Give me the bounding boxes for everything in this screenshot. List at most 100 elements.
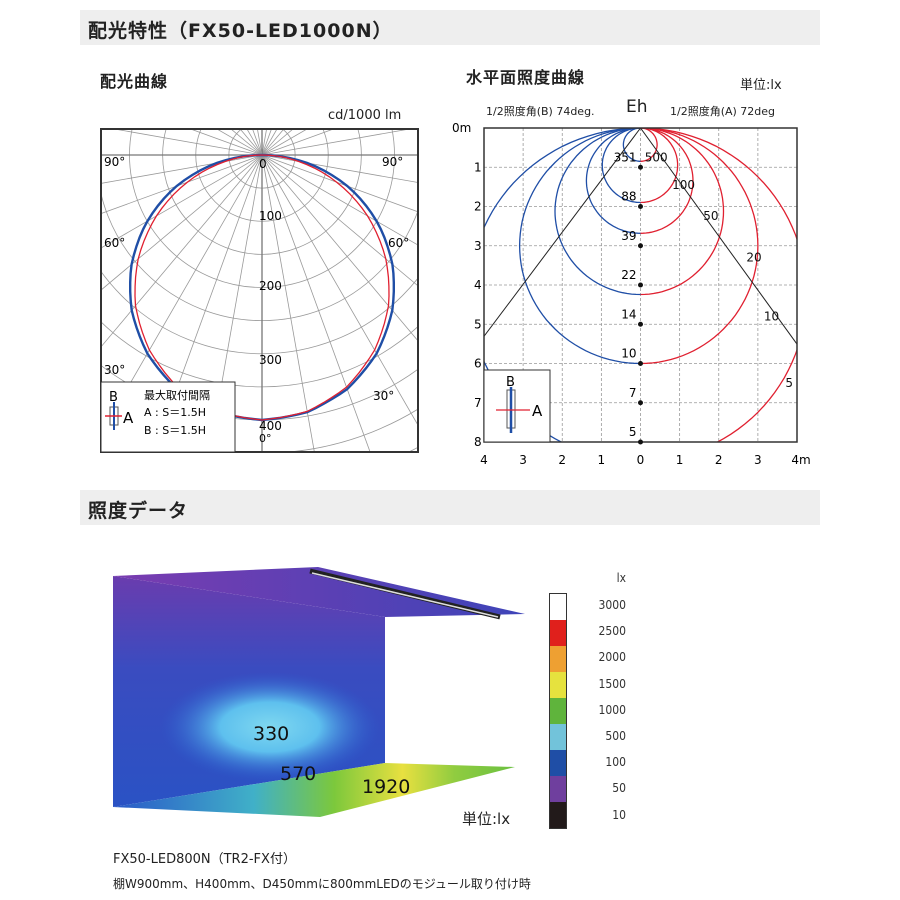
polar-grid-radial <box>100 154 263 184</box>
axis-point <box>638 204 643 209</box>
shelf-illuminance-render: 330 570 1920 <box>113 567 525 817</box>
scale-label: 100 <box>605 755 626 770</box>
caption-model: FX50-LED800N（TR2-FX付） <box>113 852 296 867</box>
polar-grid-radial <box>261 154 418 342</box>
radial-label: 400 <box>259 419 282 433</box>
contour-label: 100 <box>672 178 695 192</box>
half-angle-line-b <box>484 128 641 338</box>
scale-label: 50 <box>612 781 626 796</box>
scale-swatch <box>550 646 566 672</box>
angle-label: 60° <box>388 236 409 250</box>
scale-label: 500 <box>605 729 626 743</box>
scale-label: 2000 <box>598 650 626 665</box>
axis-point <box>638 321 643 327</box>
scale-label: 10 <box>612 807 626 822</box>
scale-swatch <box>550 776 566 802</box>
scale-label: 1000 <box>598 702 626 717</box>
x-axis-label: 2 <box>558 453 566 467</box>
axis-point <box>638 439 643 445</box>
axis-point-value: 7 <box>629 386 637 400</box>
half-angle-line-a <box>640 128 797 345</box>
angle-label: 30° <box>104 363 125 377</box>
y-axis-label: 8 <box>474 435 482 449</box>
half-angle-b: 1/2照度角(B) 74deg. <box>486 105 595 118</box>
axis-point-value: 39 <box>621 229 636 243</box>
axis-point <box>638 282 643 288</box>
contour-label: 5 <box>785 376 793 390</box>
isolux-legend: B A <box>483 369 551 443</box>
x-axis-label: 1 <box>676 453 684 467</box>
scale-swatch <box>550 802 566 828</box>
radial-label: 100 <box>259 209 282 223</box>
polar-grid-radial <box>261 154 418 287</box>
axis-point-value: 351 <box>614 150 637 164</box>
contour-label: 500 <box>645 150 668 164</box>
isolux-contour-a <box>640 128 694 234</box>
scale-label: 3000 <box>598 598 626 612</box>
y-axis-label: 4 <box>474 278 482 292</box>
y-axis-label: 0m <box>452 121 471 135</box>
x-axis-label: 0 <box>637 453 645 467</box>
axis-point-value: 14 <box>621 307 636 321</box>
y-axis-label: 3 <box>474 239 482 253</box>
angle-label: 30° <box>373 389 394 403</box>
polar-legend: B A 最大取付間隔 A : S＝1.5H B : S＝1.5H <box>100 381 236 453</box>
polar-grid-radial <box>100 154 263 292</box>
polar-grid-radial <box>100 154 263 249</box>
scale-swatch <box>550 672 566 698</box>
isolux-contour-b <box>484 128 641 442</box>
contour-label: 10 <box>764 309 779 323</box>
x-axis-label: 2 <box>715 453 723 467</box>
legend-a: A <box>123 409 134 427</box>
polar-grid-radial <box>261 154 418 246</box>
x-axis-label: 3 <box>519 453 527 467</box>
angle-label: 90° <box>382 155 403 169</box>
color-scale-bar <box>549 593 567 829</box>
angle-label: 90° <box>104 155 125 169</box>
contour-label: 20 <box>746 250 761 264</box>
angle-label: 0° <box>259 432 272 445</box>
axis-point-value: 10 <box>621 347 636 361</box>
y-axis-label: 6 <box>474 357 482 371</box>
isolux-contour-a <box>640 128 797 442</box>
axis-point <box>638 164 643 170</box>
legend-line-b: B : S＝1.5H <box>144 424 206 437</box>
polar-grid-radial <box>261 154 418 213</box>
polar-grid-radial <box>100 154 263 215</box>
polar-grid-radial <box>261 128 418 156</box>
polar-grid-radial <box>261 154 371 452</box>
polar-grid-radial <box>261 154 418 426</box>
polar-unit: cd/1000 lm <box>328 108 402 123</box>
wall-value: 330 <box>253 723 289 745</box>
x-axis-label: 4m <box>791 453 810 467</box>
legend-title: 最大取付間隔 <box>144 388 210 402</box>
floor-peak-value: 1920 <box>362 776 410 798</box>
y-axis-label: 1 <box>474 160 482 174</box>
polar-grid-radial <box>100 154 263 437</box>
scale-swatch <box>550 698 566 724</box>
x-axis-label: 4 <box>480 453 488 467</box>
x-axis-label: 1 <box>598 453 606 467</box>
eh-label: Eh <box>626 97 648 117</box>
radial-label: 200 <box>259 279 282 293</box>
isolux-contour-b <box>622 128 641 162</box>
isolux-heading: 水平面照度曲線 <box>466 68 586 87</box>
floor-front-value: 570 <box>280 763 316 785</box>
y-axis-label: 2 <box>474 200 482 214</box>
axis-point-value: 22 <box>621 268 636 282</box>
section-header-light-distribution: 配光特性（FX50-LED1000N） <box>80 10 820 45</box>
axis-point <box>638 361 643 366</box>
scale-label: 2500 <box>598 624 626 639</box>
scale-swatch <box>550 724 566 750</box>
legend-b: B <box>506 375 515 390</box>
scale-swatch <box>550 750 566 776</box>
isolux-contour-a <box>640 128 759 365</box>
render-unit: 単位:lx <box>462 810 511 828</box>
polar-heading: 配光曲線 <box>100 72 169 91</box>
angle-label: 60° <box>104 236 125 250</box>
isolux-contour-b <box>518 128 641 365</box>
scale-swatch <box>550 594 566 620</box>
half-angle-a: 1/2照度角(A) 72deg <box>670 105 776 118</box>
contour-label: 50 <box>703 209 718 223</box>
